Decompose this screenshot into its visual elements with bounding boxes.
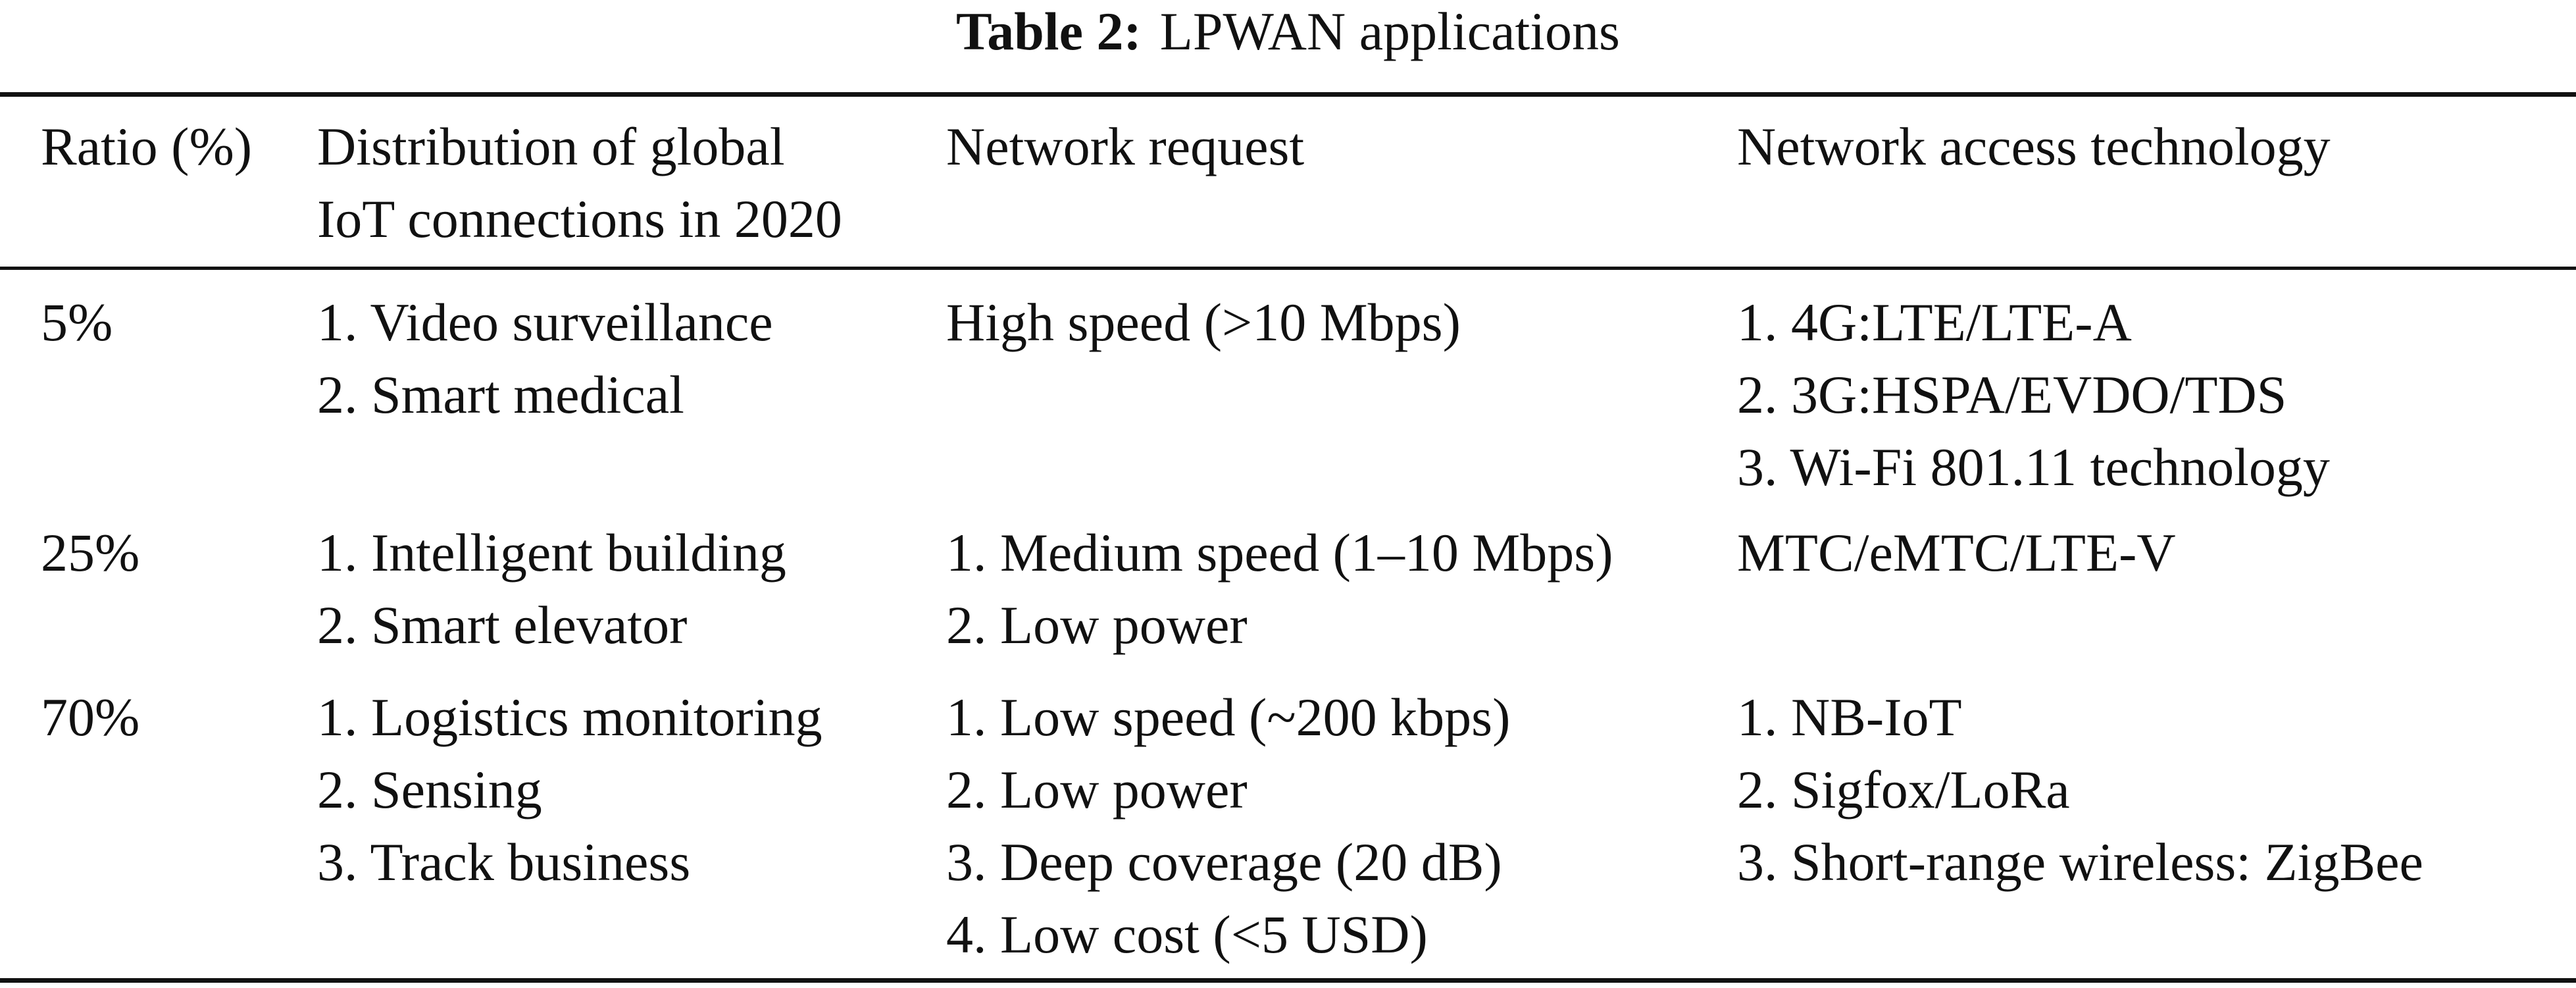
table-caption-label: Table 2:: [956, 1, 1142, 61]
header-ratio-line: Ratio (%): [41, 117, 253, 176]
header-distribution: Distribution of global IoT connections i…: [317, 111, 842, 255]
row-1-technology: 1. 4G:LTE/LTE-A 2. 3G:HSPA/EVDO/TDS 3. W…: [1737, 286, 2330, 504]
cell-line: 1. Logistics monitoring: [317, 687, 822, 747]
cell-line: MTC/eMTC/LTE-V: [1737, 523, 2176, 583]
cell-line: 2. Low power: [946, 595, 1248, 655]
cell-line: 1. Video surveillance: [317, 292, 773, 352]
row-3-technology: 1. NB-IoT 2. Sigfox/LoRa 3. Short-range …: [1737, 681, 2423, 898]
cell-line: 1. Low speed (~200 kbps): [946, 687, 1511, 747]
row-2-technology: MTC/eMTC/LTE-V: [1737, 517, 2176, 589]
cell-line: 3. Wi-Fi 801.11 technology: [1737, 437, 2330, 497]
row-1-ratio: 5%: [41, 286, 113, 359]
cell-line: 25%: [41, 523, 140, 583]
table-caption-text: LPWAN applications: [1159, 1, 1620, 61]
row-3-ratio: 70%: [41, 681, 139, 754]
cell-line: 2. Sensing: [317, 760, 542, 819]
header-distribution-line: IoT connections in 2020: [317, 189, 842, 249]
row-2-distribution: 1. Intelligent building 2. Smart elevato…: [317, 517, 786, 662]
cell-line: 2. Low power: [946, 760, 1248, 819]
table-top-rule: [0, 92, 2576, 97]
row-1-distribution: 1. Video surveillance 2. Smart medical: [317, 286, 773, 431]
cell-line: 3. Deep coverage (20 dB): [946, 832, 1502, 892]
cell-line: 1. 4G:LTE/LTE-A: [1737, 292, 2132, 352]
header-distribution-line: Distribution of global: [317, 117, 785, 176]
row-3-distribution: 1. Logistics monitoring 2. Sensing 3. Tr…: [317, 681, 822, 898]
header-network-access-technology-line: Network access technology: [1737, 117, 2331, 176]
table-caption: Table 2: LPWAN applications: [0, 0, 2576, 63]
header-network-access-technology: Network access technology: [1737, 111, 2331, 183]
row-1-request: High speed (>10 Mbps): [946, 286, 1461, 359]
cell-line: 4. Low cost (<5 USD): [946, 904, 1428, 964]
cell-line: 1. Medium speed (1–10 Mbps): [946, 523, 1613, 583]
header-network-request: Network request: [946, 111, 1304, 183]
cell-line: 1. NB-IoT: [1737, 687, 1962, 747]
cell-line: 3. Short-range wireless: ZigBee: [1737, 832, 2423, 892]
table-header-rule: [0, 267, 2576, 270]
cell-line: 2. Smart elevator: [317, 595, 688, 655]
cell-line: 1. Intelligent building: [317, 523, 786, 583]
row-3-request: 1. Low speed (~200 kbps) 2. Low power 3.…: [946, 681, 1510, 971]
cell-line: 3. Track business: [317, 832, 691, 892]
cell-line: 2. Sigfox/LoRa: [1737, 760, 2070, 819]
cell-line: 2. 3G:HSPA/EVDO/TDS: [1737, 365, 2287, 425]
header-network-request-line: Network request: [946, 117, 1305, 176]
cell-line: 2. Smart medical: [317, 365, 684, 425]
cell-line: High speed (>10 Mbps): [946, 292, 1461, 352]
cell-line: 70%: [41, 687, 140, 747]
header-ratio: Ratio (%): [41, 111, 252, 183]
row-2-request: 1. Medium speed (1–10 Mbps) 2. Low power: [946, 517, 1613, 662]
table-bottom-rule: [0, 978, 2576, 983]
row-2-ratio: 25%: [41, 517, 139, 589]
cell-line: 5%: [41, 292, 113, 352]
